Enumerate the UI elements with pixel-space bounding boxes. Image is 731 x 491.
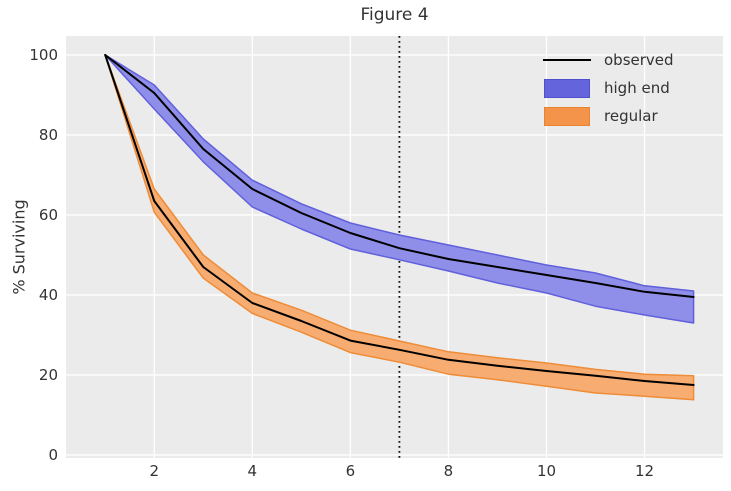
y-tick-label: 100 (29, 46, 58, 64)
legend-label-observed: observed (604, 51, 674, 69)
legend-label-high-end: high end (604, 79, 670, 97)
regular-patch-swatch (544, 106, 590, 126)
legend-label-regular: regular (604, 107, 658, 125)
x-tick-label: 12 (635, 462, 655, 480)
legend-item-high-end: high end (542, 74, 674, 102)
x-tick-label: 4 (247, 462, 258, 480)
y-tick-label: 20 (38, 366, 58, 384)
band-regular (104, 54, 695, 401)
observed-line-swatch (543, 59, 591, 61)
legend-patch-swatch-box (542, 78, 592, 98)
y-tick-label: 40 (38, 286, 58, 304)
x-tick-label: 8 (443, 462, 454, 480)
x-tick-label: 2 (149, 462, 160, 480)
band-high-end (104, 54, 695, 324)
legend-item-regular: regular (542, 102, 674, 130)
legend-patch-swatch-box (542, 106, 592, 126)
observed-line-regular (104, 54, 695, 386)
observed-line-high-end (104, 54, 695, 298)
y-tick-label: 0 (48, 446, 58, 464)
high-end-patch-swatch (544, 78, 590, 98)
y-tick-label: 60 (38, 206, 58, 224)
x-tick-label: 6 (345, 462, 356, 480)
x-tick-label: 10 (536, 462, 557, 480)
legend-item-observed: observed (542, 46, 674, 74)
legend: observed high end regular (542, 46, 674, 130)
legend-line-swatch-box (542, 59, 592, 61)
y-tick-label: 80 (38, 126, 58, 144)
figure-title: Figure 4 (360, 5, 429, 25)
